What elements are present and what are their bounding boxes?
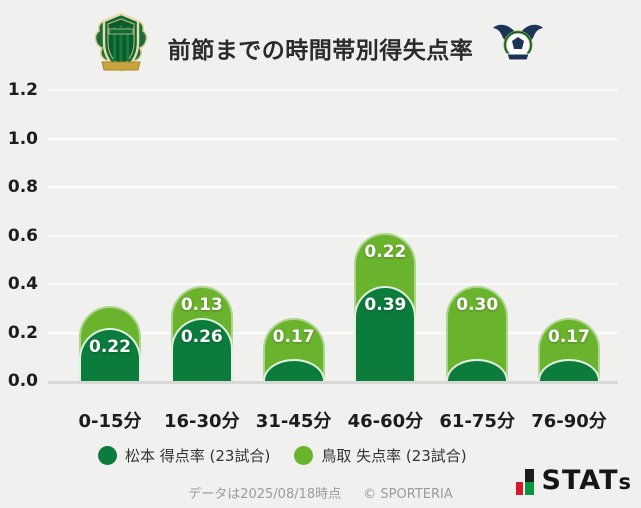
bar-matsumoto-16-30分: 0.26 <box>170 317 233 381</box>
bar-matsumoto-46-60分: 0.39 <box>354 286 417 381</box>
bar-value-label: 0.17 <box>272 326 315 347</box>
y-tick-label-1.0: 1.0 <box>7 128 38 149</box>
stats-bars-icon <box>515 469 534 495</box>
bar-value-label: 0.39 <box>364 295 407 316</box>
bar-value-label: 0.30 <box>456 295 499 316</box>
y-tick-label-1.2: 1.2 <box>7 80 38 100</box>
gainare-tottori-crest-icon <box>491 20 545 68</box>
x-axis-label-61-75分: 61-75分 <box>439 411 515 432</box>
x-axis-label-46-60分: 46-60分 <box>347 411 424 432</box>
bar-value-label: 0.22 <box>364 242 407 263</box>
legend-item-1: 鳥取 失点率 (23試合) <box>294 445 467 466</box>
x-axis-label-31-45分: 31-45分 <box>255 411 332 432</box>
bar-matsumoto-0-15分: 0.22 <box>79 327 141 381</box>
bar-value-label: 0.17 <box>548 326 590 347</box>
gridline-0.6 <box>48 234 618 237</box>
bar-value-label: 0.26 <box>180 326 223 347</box>
bar-chart: 1.2 1.0 0.8 0.6 0.4 0.2 0.0 0.22 0.13 0.26 0.17 0.… <box>0 80 641 440</box>
y-tick-label-0.6: 0.6 <box>7 225 38 246</box>
footer-note: データは2025/08/18時点 © SPORTERIA <box>0 483 641 502</box>
matsumoto-yamaga-crest-icon <box>93 11 149 79</box>
gridline-0.4 <box>48 283 618 285</box>
gridline-1.0 <box>48 137 618 140</box>
x-axis-line <box>48 381 618 384</box>
gridline-1.2 <box>48 89 618 91</box>
x-axis-label-16-30分: 16-30分 <box>164 411 240 432</box>
y-tick-label-0.4: 0.4 <box>7 274 38 294</box>
header: 前節までの時間帯別得失点率 <box>0 0 641 80</box>
page-title: 前節までの時間帯別得失点率 <box>167 38 474 64</box>
y-tick-label-0.8: 0.8 <box>7 177 38 197</box>
legend-dot-icon <box>294 445 314 465</box>
stats-brand: STATs <box>515 465 632 496</box>
copyright: © SPORTERIA <box>363 487 453 502</box>
bar-value-label: 0.13 <box>180 295 223 316</box>
legend-label: 松本 得点率 (23試合) <box>125 446 271 465</box>
legend-label: 鳥取 失点率 (23試合) <box>321 446 467 465</box>
y-tick-label-0.2: 0.2 <box>7 322 38 343</box>
y-tick-label-0.0: 0.0 <box>7 371 38 391</box>
legend-dot-icon <box>98 445 117 465</box>
stats-brand-text: STATs <box>541 465 632 496</box>
legend-item-0: 松本 得点率 (23試合) <box>98 445 270 466</box>
x-axis-label-76-90分: 76-90分 <box>531 411 607 432</box>
gridline-0.2 <box>48 331 618 334</box>
legend: 松本 得点率 (23試合) 鳥取 失点率 (23試合) <box>98 444 467 466</box>
bar-value-label: 0.22 <box>89 336 131 357</box>
data-date-note: データは2025/08/18時点 <box>188 487 342 502</box>
x-axis-label-0-15分: 0-15分 <box>78 411 142 432</box>
gridline-0.8 <box>48 186 618 188</box>
